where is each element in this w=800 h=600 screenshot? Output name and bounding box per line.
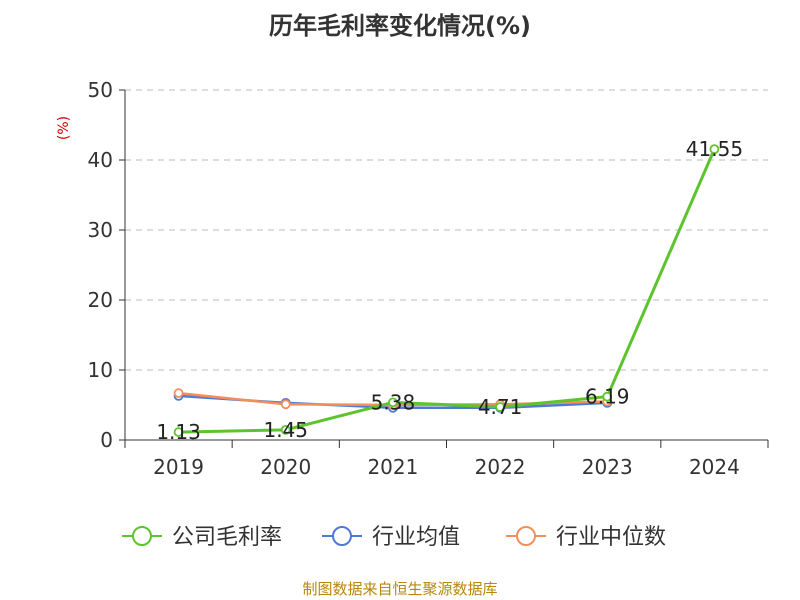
data-point (173, 427, 184, 437)
data-label: 4.71 (478, 395, 523, 419)
x-tick-label: 2022 (475, 455, 526, 479)
source-note: 制图数据来自恒生聚源数据库 (302, 580, 498, 598)
legend-item-2: 行业中位数 (506, 525, 666, 550)
y-tick-label: 20 (88, 288, 113, 312)
data-label: 6.19 (585, 385, 630, 409)
legend-label: 公司毛利率 (172, 525, 282, 550)
data-point (388, 397, 398, 408)
x-tick-label: 2021 (367, 455, 418, 479)
y-tick-label: 40 (88, 148, 113, 172)
legend-label: 行业均值 (372, 525, 460, 550)
legend-item-1: 行业均值 (322, 525, 460, 550)
series-layer (173, 144, 720, 437)
legend-label: 行业中位数 (556, 525, 666, 550)
data-label: 1.45 (263, 418, 308, 442)
data-label: 1.13 (156, 420, 201, 444)
data-labels: 1.13 1.45 5.38 4.71 6.19 41.55 (156, 137, 743, 444)
legend-marker (516, 526, 536, 546)
data-point (709, 144, 720, 155)
x-tick-label: 2019 (153, 455, 204, 479)
data-point (602, 391, 613, 402)
chart-title: 历年毛利率变化情况(%) (269, 12, 531, 40)
grid-lines (125, 89, 768, 371)
y-tick-label: 50 (88, 78, 113, 102)
data-point (173, 388, 184, 399)
x-tick-label: 2024 (689, 455, 740, 479)
legend-marker (132, 526, 152, 546)
legend: 公司毛利率 行业均值 行业中位数 (122, 525, 666, 550)
legend-item-0: 公司毛利率 (122, 525, 282, 550)
x-tick-label: 2020 (260, 455, 311, 479)
data-point (280, 424, 291, 435)
y-tick-label: 10 (88, 358, 113, 382)
data-label: 5.38 (371, 390, 416, 414)
data-point (495, 402, 505, 412)
data-point (280, 399, 291, 410)
line-chart: 0 10 20 30 40 50 (%) 2019 2020 2021 2022 2023 2024 1… (56, 78, 769, 550)
legend-marker (332, 526, 352, 546)
data-label: 41.55 (686, 137, 743, 161)
y-tick-label: 0 (100, 428, 113, 452)
x-tick-label: 2023 (582, 455, 633, 479)
series-line-0 (178, 148, 716, 434)
y-axis-label: (%) (56, 116, 72, 140)
axes: 0 10 20 30 40 50 (%) 2019 2020 2021 2022 2023 2024 (56, 78, 769, 479)
y-tick-label: 30 (88, 218, 113, 242)
